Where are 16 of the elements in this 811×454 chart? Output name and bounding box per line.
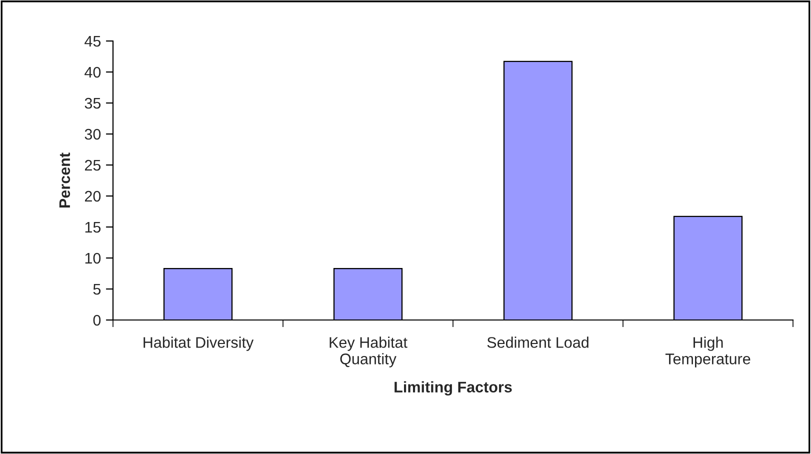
- y-tick-label: 30: [84, 128, 101, 140]
- y-tick-label: 35: [84, 98, 101, 109]
- y-tick-label: 15: [85, 222, 101, 233]
- y-tick-label: 5: [93, 284, 101, 295]
- y-tick-label: 0: [93, 314, 101, 326]
- y-tick-label: 20: [84, 190, 101, 202]
- x-tick-label: Key Habitat Quantity: [330, 336, 408, 368]
- x-tick-label: Sediment Load: [487, 336, 588, 348]
- y-axis-title: Percent: [59, 152, 70, 208]
- y-tick-label: 25: [84, 160, 101, 171]
- y-tick-label: 40: [84, 66, 101, 78]
- x-tick-label: High Temperature: [665, 336, 750, 368]
- y-tick-label: 10: [85, 252, 101, 264]
- y-tick-label: 45: [84, 36, 101, 47]
- x-tick-label: Habitat Diversity: [144, 336, 254, 351]
- x-axis-title: Limiting Factors: [394, 381, 512, 396]
